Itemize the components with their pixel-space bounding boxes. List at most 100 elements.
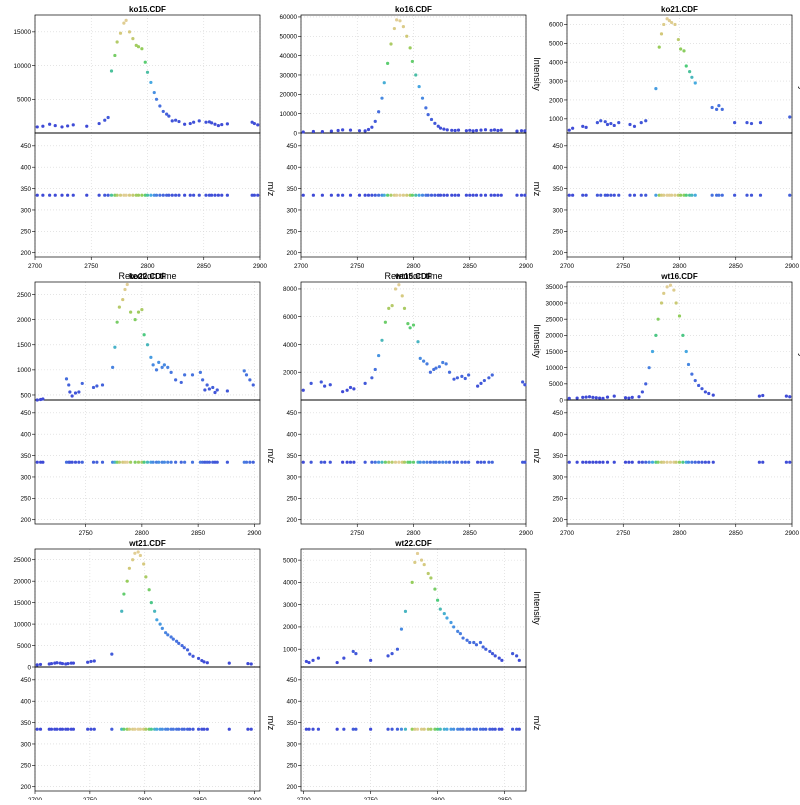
mz-point (166, 460, 170, 464)
intensity-point (100, 383, 105, 387)
intensity-point (70, 394, 74, 398)
intensity-point (118, 31, 123, 35)
mz-point (118, 193, 123, 197)
intensity-point (188, 121, 192, 126)
intensity-point (92, 659, 96, 663)
intensity-axis-title: Intensity (798, 324, 800, 358)
intensity-point (567, 128, 571, 132)
mz-point (612, 460, 616, 464)
intensity-point (408, 326, 412, 330)
mz-point (136, 193, 141, 197)
x-tick-label: 2850 (729, 263, 744, 270)
x-tick-label: 2750 (350, 530, 365, 537)
mz-point (707, 460, 711, 464)
intensity-point (41, 124, 45, 128)
mz-tick-label: 300 (286, 741, 297, 748)
mz-point (420, 193, 425, 197)
y-tick-label: 25000 (545, 316, 563, 323)
intensity-point (179, 380, 183, 385)
intensity-point (142, 333, 146, 337)
mz-point (405, 193, 409, 197)
intensity-point (745, 121, 749, 125)
mz-point (106, 193, 110, 197)
mz-tick-label: 400 (552, 432, 563, 439)
intensity-point (147, 588, 151, 592)
mz-point (575, 460, 579, 464)
mz-point (370, 193, 374, 197)
mz-axis-title: m/z (532, 449, 542, 464)
intensity-point (453, 128, 457, 133)
mz-point (387, 460, 391, 464)
mz-point (166, 727, 170, 731)
mz-point (587, 460, 592, 464)
mz-point (433, 727, 437, 731)
intensity-point (471, 129, 475, 133)
mz-axis-title: m/z (798, 449, 800, 464)
mz-point (390, 460, 394, 464)
mz-point (662, 193, 666, 197)
intensity-point (483, 128, 488, 132)
intensity-point (584, 395, 588, 399)
mz-point (220, 193, 224, 197)
intensity-point (351, 649, 355, 654)
intensity-point (188, 652, 192, 656)
intensity-point (251, 383, 255, 387)
intensity-point (145, 70, 150, 74)
intensity-point (138, 553, 142, 558)
intensity-point (383, 320, 387, 324)
intensity-point (117, 305, 121, 309)
intensity-point (110, 652, 114, 656)
intensity-point (484, 647, 488, 651)
mz-tick-label: 350 (552, 186, 563, 193)
mz-point (429, 727, 433, 731)
intensity-point (125, 282, 129, 287)
intensity-point (366, 127, 371, 132)
intensity-point (109, 69, 114, 73)
y-tick-label: 10000 (279, 111, 297, 118)
intensity-point (162, 363, 166, 367)
mz-point (657, 193, 661, 197)
intensity-point (710, 105, 714, 110)
intensity-point (684, 349, 688, 354)
intensity-point (463, 376, 467, 381)
mz-point (456, 727, 460, 731)
intensity-point (66, 124, 70, 128)
mz-point (169, 727, 173, 731)
x-tick-label: 2800 (406, 530, 421, 537)
mz-points (35, 727, 253, 731)
mz-point (419, 727, 424, 731)
y-tick-label: 1000 (283, 646, 298, 653)
intensity-point (161, 109, 165, 114)
y-tick-label: 15000 (13, 29, 31, 36)
intensity-point (348, 385, 353, 390)
intensity-point (657, 45, 661, 49)
mz-point (418, 460, 422, 464)
mz-point (115, 193, 119, 197)
intensity-point (479, 128, 483, 132)
intensity-point (220, 122, 224, 127)
intensity-axis-title: Intensity (532, 324, 542, 358)
mz-point (386, 193, 390, 197)
mz-point (715, 193, 719, 197)
intensity-point (598, 396, 602, 400)
intensity-point (424, 106, 428, 110)
mz-point (460, 460, 464, 464)
mz-point (690, 193, 694, 197)
intensity-point (345, 388, 349, 392)
mz-point (111, 460, 115, 464)
mz-point (196, 727, 201, 731)
intensity-point (149, 355, 153, 359)
intensity-points (301, 283, 527, 394)
y-tick-label: 2000 (283, 370, 298, 377)
intensity-point (246, 661, 250, 666)
mz-tick-label: 200 (20, 784, 31, 791)
mz-point (49, 727, 54, 731)
intensity-point (144, 575, 148, 579)
mz-point (395, 193, 399, 197)
intensity-point (581, 124, 585, 128)
intensity-point (133, 551, 137, 555)
intensity-point (174, 639, 179, 643)
mz-point (591, 460, 595, 464)
intensity-point (406, 322, 410, 326)
intensity-point (154, 97, 159, 101)
